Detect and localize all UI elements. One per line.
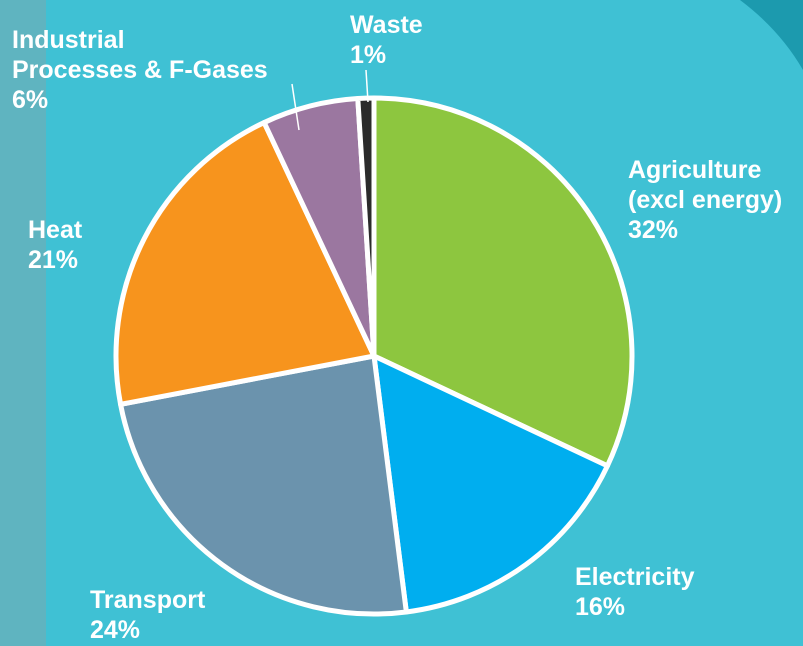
slice-label: Agriculture (excl energy) 32% <box>628 155 782 245</box>
category-name: Waste <box>350 11 423 39</box>
slice-label: Electricity 16% <box>575 562 695 622</box>
leader-line <box>365 69 369 103</box>
pie-slice <box>118 353 409 617</box>
slice-label: Heat 21% <box>28 215 82 275</box>
pie <box>113 95 635 617</box>
category-name: Agriculture (excl energy) <box>628 156 783 214</box>
category-name: Electricity <box>575 563 695 591</box>
background-strip <box>0 0 46 646</box>
slice-label: Transport 24% <box>90 585 205 645</box>
percent-label: 16% <box>575 593 626 621</box>
pie-slice <box>371 95 635 469</box>
corner-decoration <box>740 0 803 70</box>
pie-slice <box>113 120 377 407</box>
pie-slice <box>355 95 377 359</box>
percent-label: 1% <box>350 41 387 69</box>
percent-label: 6% <box>12 86 49 114</box>
category-name: Transport <box>90 586 206 614</box>
percent-label: 24% <box>90 616 141 644</box>
leader-line <box>291 83 300 131</box>
percent-label: 32% <box>628 216 679 244</box>
slice-label: Industrial Processes & F-Gases 6% <box>12 25 268 115</box>
slice-label: Waste 1% <box>350 10 423 70</box>
pie-slice <box>371 353 610 615</box>
category-name: Industrial Processes & F-Gases <box>12 26 268 84</box>
category-name: Heat <box>28 216 83 244</box>
percent-label: 21% <box>28 246 79 274</box>
